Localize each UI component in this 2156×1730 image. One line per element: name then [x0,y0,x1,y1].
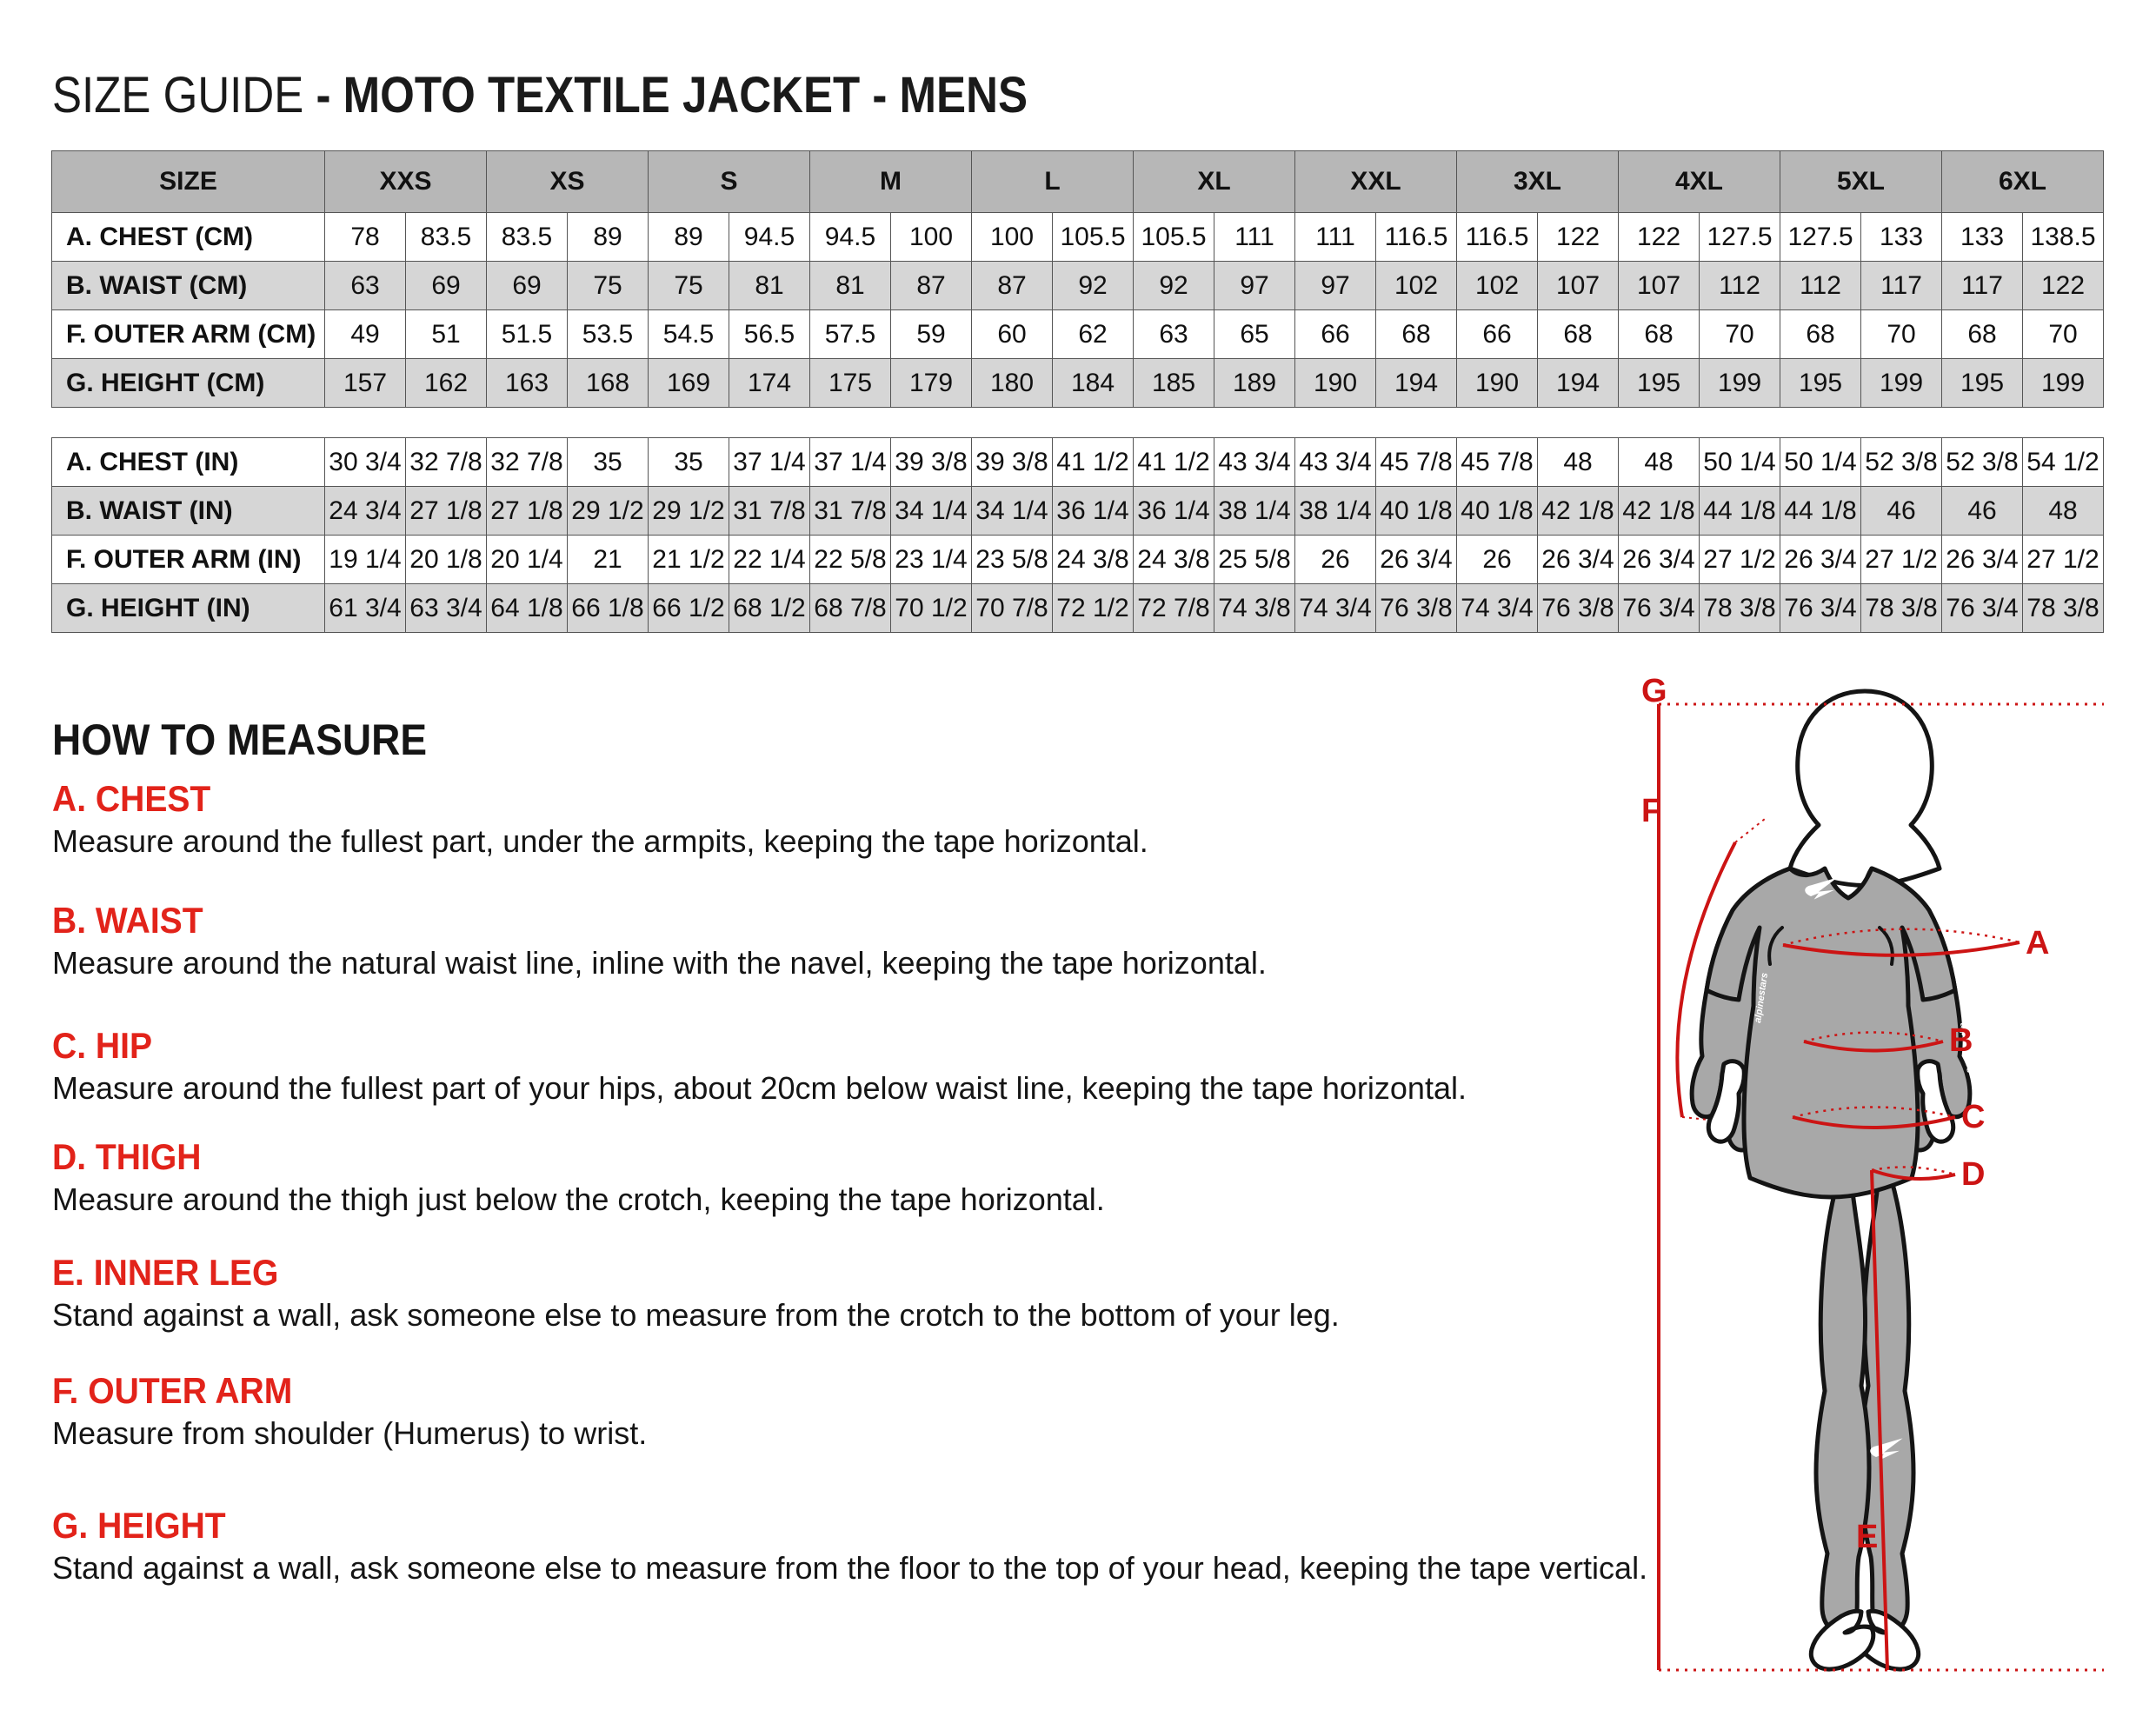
svg-text:E: E [1856,1519,1878,1555]
svg-text:F: F [1641,793,1661,829]
svg-text:G: G [1641,678,1667,709]
svg-text:B: B [1949,1022,1973,1059]
svg-text:D: D [1961,1156,1985,1193]
svg-text:C: C [1961,1099,1985,1135]
svg-text:A: A [2026,925,2049,961]
